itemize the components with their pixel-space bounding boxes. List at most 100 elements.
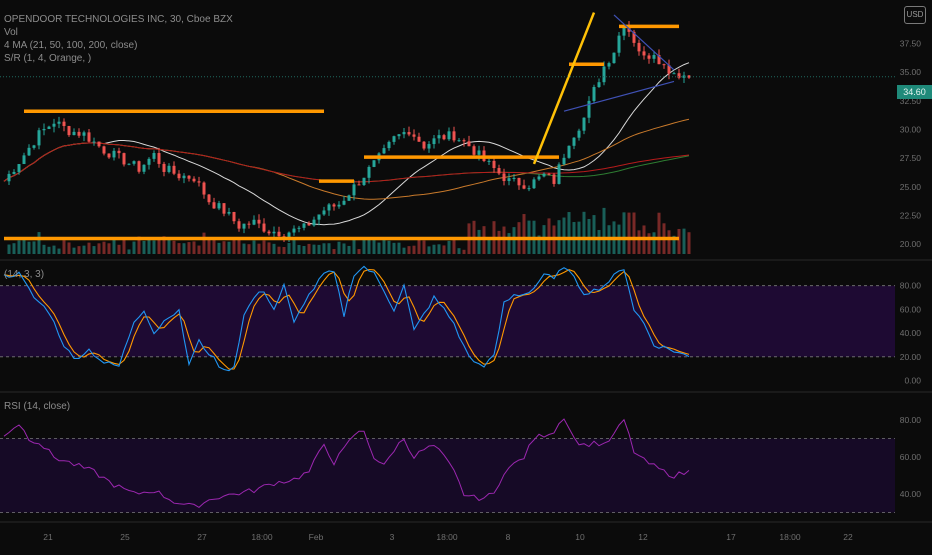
time-tick-label: 18:00 xyxy=(779,532,801,542)
rsi-tick-label: 60.00 xyxy=(900,452,922,462)
candle xyxy=(367,166,371,178)
candle xyxy=(72,131,76,136)
volume-bar xyxy=(252,240,256,254)
rsi-legend: RSI (14, close) xyxy=(4,400,70,413)
volume-bar xyxy=(462,249,466,254)
volume-bar xyxy=(257,243,261,254)
volume-bar xyxy=(297,245,301,254)
wedge-line-upper xyxy=(613,14,675,71)
time-tick-label: 21 xyxy=(43,532,53,542)
candle xyxy=(632,31,636,43)
volume-bar xyxy=(242,243,246,254)
volume-bar xyxy=(12,243,16,254)
candle xyxy=(77,131,81,136)
volume-bar xyxy=(537,235,541,254)
candle xyxy=(542,173,546,177)
candle xyxy=(207,194,211,203)
stoch-k-line xyxy=(3,265,690,372)
candle xyxy=(52,123,56,127)
volume-bar xyxy=(282,246,286,254)
candle xyxy=(427,144,431,149)
volume-bar xyxy=(562,217,566,254)
volume-bar xyxy=(82,245,86,254)
volume-bar xyxy=(382,239,386,254)
volume-bar xyxy=(372,239,376,254)
candle xyxy=(92,141,96,143)
candle xyxy=(537,176,541,180)
price-tick-label: 37.50 xyxy=(900,39,922,49)
candle xyxy=(397,134,401,137)
volume-bar xyxy=(677,228,681,254)
candle xyxy=(67,126,71,136)
volume-bar xyxy=(197,245,201,254)
ma-21-line xyxy=(3,62,690,226)
candle xyxy=(602,66,606,83)
candle xyxy=(507,178,511,182)
volume-bar xyxy=(657,212,661,254)
volume-bar xyxy=(122,237,126,254)
volume-bar xyxy=(317,244,321,254)
candle xyxy=(342,200,346,205)
candle xyxy=(492,160,496,169)
volume-bar xyxy=(137,236,141,254)
candle xyxy=(257,219,261,224)
volume-bar xyxy=(307,243,311,254)
candle xyxy=(457,140,461,142)
candle xyxy=(647,55,651,59)
ma-label: 4 MA (21, 50, 100, 200, close) xyxy=(4,40,138,51)
volume-bar xyxy=(272,243,276,254)
candle xyxy=(127,163,131,165)
volume-bar xyxy=(97,243,101,254)
candle xyxy=(37,130,41,146)
time-tick-label: 10 xyxy=(575,532,585,542)
volume-bar xyxy=(247,244,251,254)
candle xyxy=(167,165,171,172)
candle xyxy=(232,211,236,222)
candle xyxy=(637,42,641,52)
stoch-title: (14, 3, 3) xyxy=(4,269,45,280)
candle xyxy=(572,137,576,146)
volume-bar xyxy=(327,243,331,254)
candle xyxy=(192,178,196,182)
price-tick-label: 27.50 xyxy=(900,153,922,163)
volume-bar xyxy=(447,240,451,254)
candle xyxy=(422,141,426,149)
volume-bar xyxy=(42,244,46,254)
main-legend: OPENDOOR TECHNOLOGIES INC, 30, Cboe BZX … xyxy=(4,13,233,65)
volume-bar xyxy=(387,240,391,254)
candle xyxy=(362,177,366,185)
candle xyxy=(62,121,66,127)
volume-bar xyxy=(592,215,596,254)
candle xyxy=(462,140,466,142)
volume-bar xyxy=(167,238,171,254)
volume-bar xyxy=(37,232,41,254)
candle xyxy=(147,158,151,165)
volume-bar xyxy=(367,239,371,254)
volume-bar xyxy=(597,229,601,254)
symbol-title: OPENDOOR TECHNOLOGIES INC, 30, Cboe BZX xyxy=(4,14,233,25)
volume-bar xyxy=(152,240,156,254)
candle xyxy=(432,138,436,145)
stoch-legend: (14, 3, 3) xyxy=(4,268,44,281)
candle xyxy=(667,65,671,74)
candle xyxy=(417,136,421,142)
stoch-tick-label: 0.00 xyxy=(904,376,921,386)
candle xyxy=(197,181,201,183)
volume-bar xyxy=(287,242,291,254)
volume-bar xyxy=(112,238,116,254)
trend-line xyxy=(532,12,596,165)
currency-badge[interactable]: USD xyxy=(904,6,926,24)
candle xyxy=(82,132,86,136)
candle xyxy=(387,141,391,149)
candle xyxy=(17,164,21,172)
volume-bar xyxy=(457,248,461,254)
volume-bar xyxy=(17,240,21,254)
time-tick-label: 27 xyxy=(197,532,207,542)
volume-bar xyxy=(92,246,96,254)
volume-bar xyxy=(397,242,401,254)
volume-bar xyxy=(207,239,211,254)
volume-bar xyxy=(362,239,366,254)
candle xyxy=(277,231,281,237)
candle xyxy=(132,161,136,164)
